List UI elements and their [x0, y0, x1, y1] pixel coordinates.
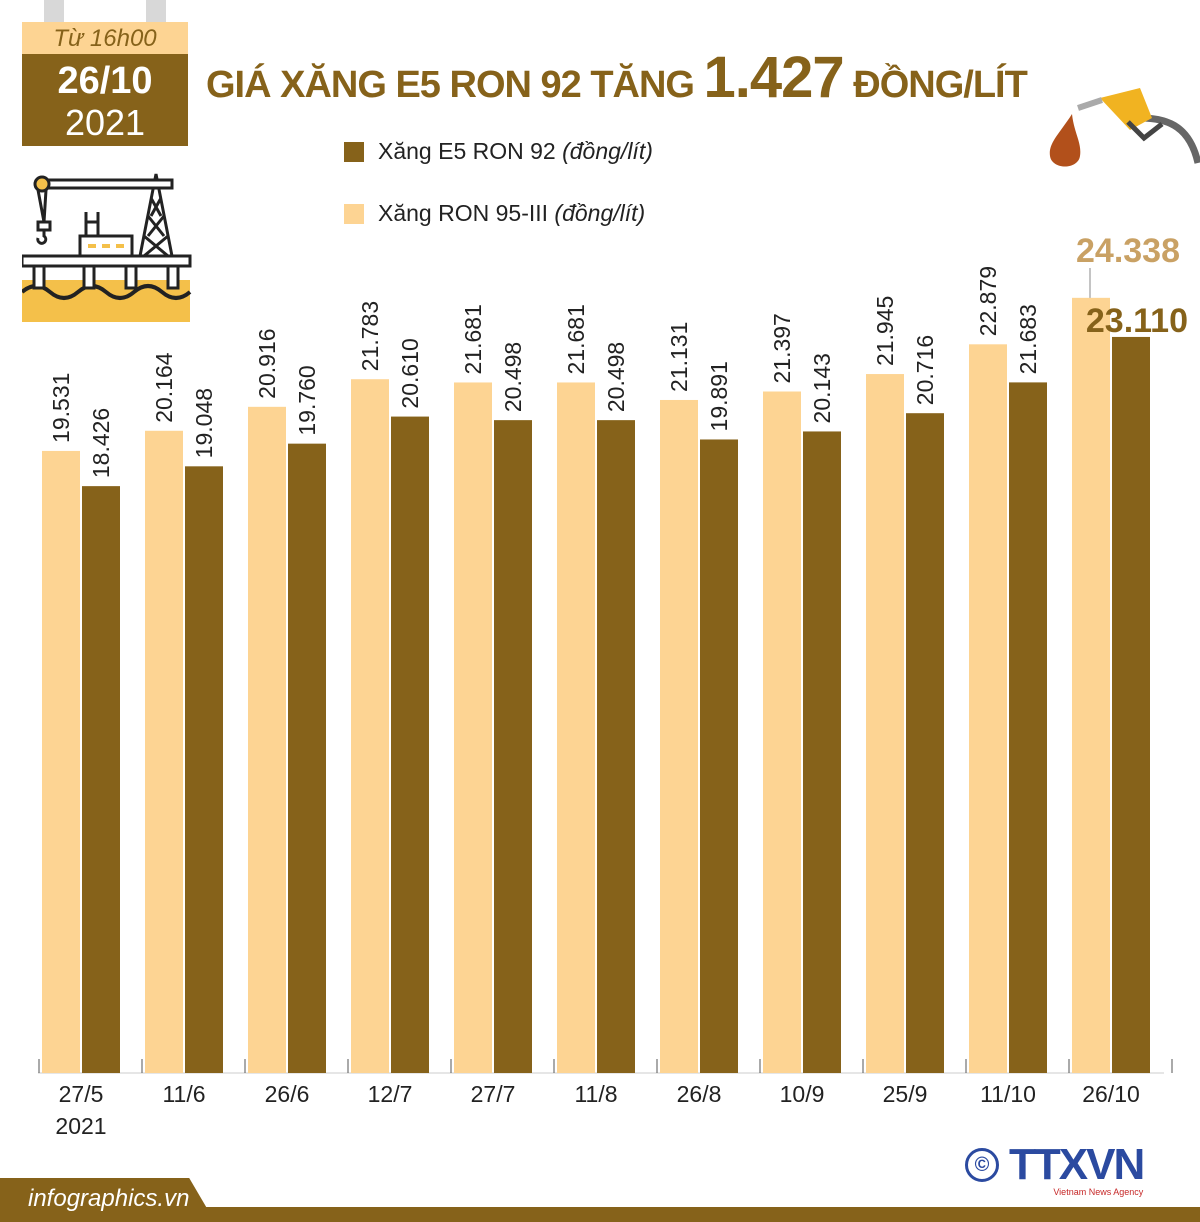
logo-text: TTXVN: [1009, 1140, 1145, 1189]
copyright-icon: ©: [965, 1148, 999, 1182]
title-amount: 1.427: [703, 45, 845, 110]
date-from: Từ 16h00: [22, 22, 188, 54]
bar-e5: [803, 431, 841, 1074]
x-tick-label: 26/8: [677, 1081, 722, 1107]
data-label: 20.498: [500, 342, 526, 412]
date-main: 26/10 2021: [22, 54, 188, 146]
logo-text-group: TTXVN Vietnam News Agency: [1009, 1140, 1145, 1198]
title-prefix: GIÁ XĂNG E5 RON 92 TĂNG: [206, 64, 695, 106]
ttxvn-logo: © TTXVN Vietnam News Agency: [965, 1140, 1145, 1198]
data-label: 20.716: [912, 335, 938, 405]
data-label-highlight: 23.110: [1086, 302, 1188, 340]
data-label: 20.498: [603, 342, 629, 412]
data-label: 21.131: [666, 322, 692, 392]
data-label: 21.783: [357, 301, 383, 371]
data-label: 21.683: [1015, 304, 1041, 374]
bar-e5: [82, 486, 120, 1073]
date-calendar: Từ 16h00 26/10 2021: [22, 22, 188, 146]
data-label: 21.681: [563, 304, 589, 374]
calendar-hanger: [146, 0, 166, 22]
data-label: 21.681: [460, 304, 486, 374]
bar-e5: [288, 443, 326, 1073]
data-label-highlight: 24.338: [1076, 232, 1180, 270]
data-label: 20.164: [151, 352, 177, 423]
data-label: 19.891: [706, 361, 732, 431]
bar-e5: [1112, 336, 1150, 1073]
bar-e5: [391, 416, 429, 1073]
bar-ron95: [763, 391, 801, 1073]
x-tick-label: 27/5: [59, 1081, 104, 1107]
x-tick-sublabel: 2021: [55, 1113, 106, 1139]
data-label: 19.531: [48, 373, 74, 443]
footer-bar: [0, 1207, 1200, 1222]
legend-unit: (đồng/lít): [554, 200, 646, 226]
legend-swatch: [344, 141, 364, 162]
bar-e5: [494, 420, 532, 1074]
data-label: 20.610: [397, 338, 423, 408]
bar-e5: [1009, 382, 1047, 1073]
bar-ron95: [1072, 297, 1110, 1073]
data-label: 22.879: [975, 266, 1001, 336]
page-title: GIÁ XĂNG E5 RON 92 TĂNG 1.427 ĐỒNG/LÍT: [206, 44, 1028, 111]
bar-ron95: [969, 344, 1007, 1074]
legend-label: Xăng RON 95-III: [378, 200, 549, 226]
data-label: 18.426: [88, 408, 114, 478]
bar-ron95: [42, 450, 80, 1074]
date-day: 26/10: [57, 60, 153, 102]
data-label: 19.048: [191, 388, 217, 458]
x-tick-label: 25/9: [883, 1081, 928, 1107]
bar-ron95: [248, 406, 286, 1073]
x-tick-label: 11/8: [574, 1081, 617, 1107]
x-tick-label: 10/9: [780, 1081, 825, 1107]
x-tick-label: 11/10: [980, 1081, 1036, 1107]
bar-ron95: [660, 399, 698, 1073]
data-label: 21.397: [769, 313, 795, 383]
bar-ron95: [145, 430, 183, 1073]
site-name: infographics.vn: [28, 1185, 190, 1212]
x-tick-label: 27/7: [471, 1081, 516, 1107]
bar-ron95: [866, 374, 904, 1073]
title-suffix: ĐỒNG/LÍT: [853, 64, 1028, 106]
bar-ron95: [351, 379, 389, 1074]
legend-label: Xăng E5 RON 92: [378, 138, 556, 164]
oil-rig-icon: [22, 173, 192, 322]
x-tick-label: 12/7: [368, 1081, 413, 1107]
legend-item-ron95: Xăng RON 95-III (đồng/lít): [344, 200, 645, 227]
legend-unit: (đồng/lít): [562, 138, 653, 164]
data-label: 21.945: [872, 296, 898, 366]
bar-ron95: [557, 382, 595, 1073]
x-tick-label: 11/6: [162, 1081, 205, 1107]
logo-subtitle: Vietnam News Agency: [1053, 1187, 1144, 1197]
bar-ron95: [454, 382, 492, 1073]
bar-e5: [700, 439, 738, 1073]
bar-e5: [185, 466, 223, 1074]
legend-item-e5: Xăng E5 RON 92 (đồng/lít): [344, 138, 653, 165]
data-label: 20.143: [809, 353, 835, 423]
fuel-nozzle-icon: [1049, 88, 1200, 167]
legend-swatch: [344, 203, 364, 224]
data-label: 19.760: [294, 365, 320, 435]
calendar-hanger: [44, 0, 64, 22]
x-tick-label: 26/10: [1082, 1081, 1140, 1107]
data-label: 20.916: [254, 328, 280, 398]
date-year: 2021: [64, 102, 146, 143]
x-tick-label: 26/6: [265, 1081, 310, 1107]
bar-e5: [906, 413, 944, 1073]
bar-e5: [597, 420, 635, 1074]
